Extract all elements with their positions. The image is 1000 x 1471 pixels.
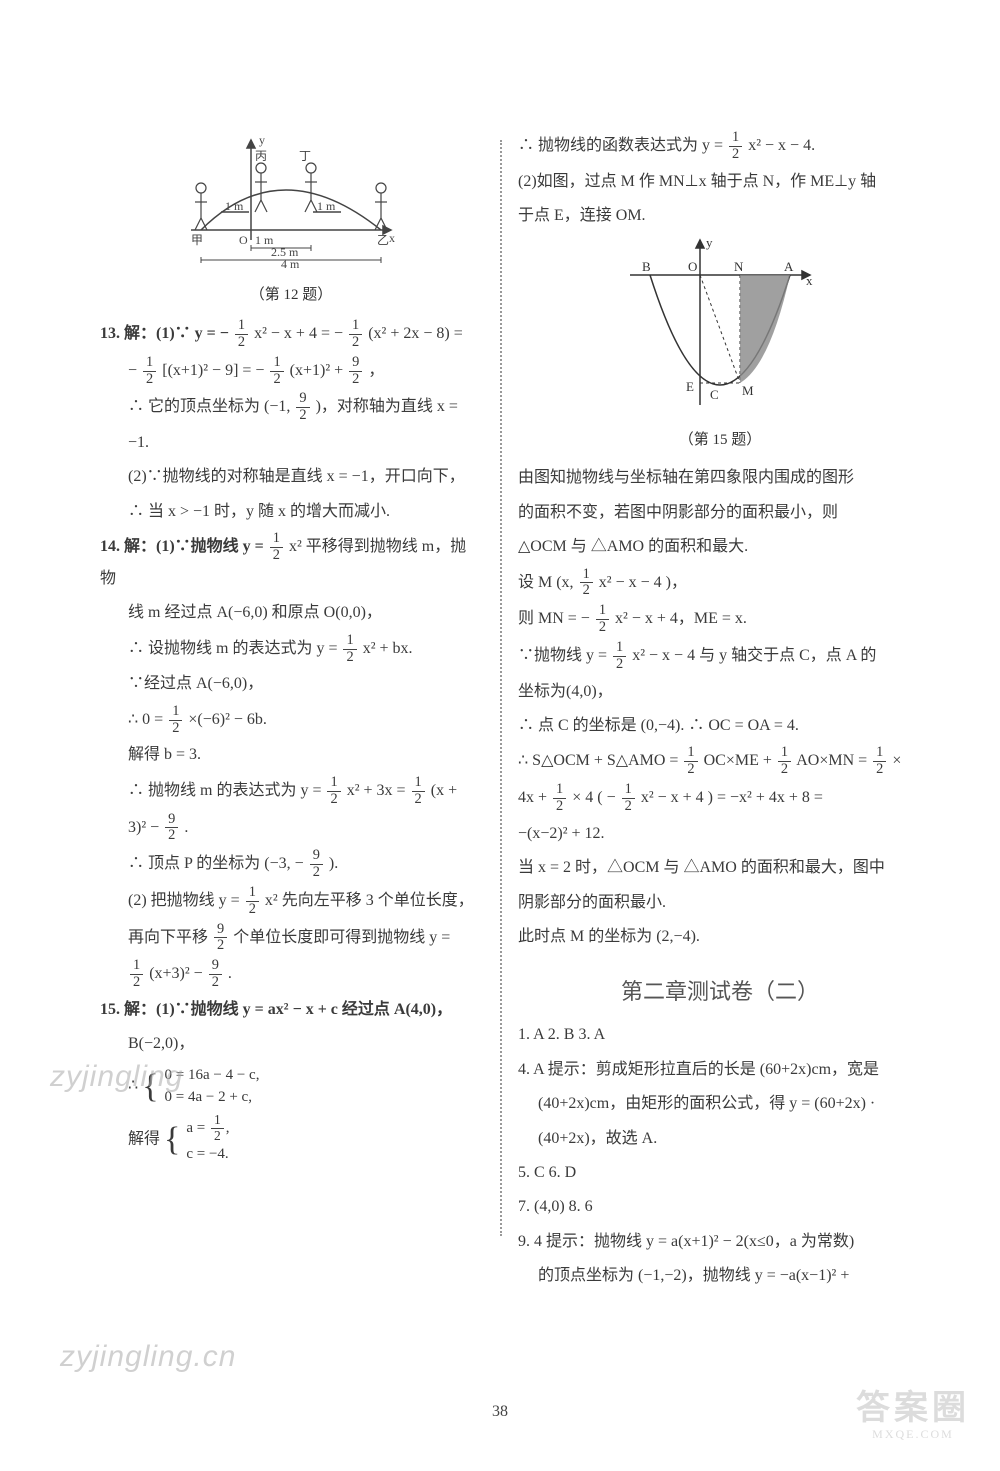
- r-line12: ∴ S△OCM + S△AMO = 12 OC×ME + 12 AO×MN = …: [518, 745, 922, 778]
- q13-line6: ∴ 当 x > −1 时，y 随 x 的增大而减小.: [100, 497, 482, 527]
- figure-15: B O N A x y E C M: [518, 235, 922, 420]
- q13-line1: 13. 解：(1)∵ y = − 12 x² − x + 4 = − 12 (x…: [100, 318, 482, 351]
- figure-12: 丙 丁 甲 乙 1 m 1 m 1 m 2.5 m 4 m x y O: [100, 130, 482, 275]
- figure-12-caption: （第 12 题）: [100, 283, 482, 304]
- q14-line9: ∴ 顶点 P 的坐标为 (−3, − 92 ).: [100, 848, 482, 881]
- r-line8: 则 MN = − 12 x² − x + 4，ME = x.: [518, 603, 922, 636]
- svg-text:A: A: [784, 259, 794, 274]
- q14-line8: 3)² − 92 .: [100, 812, 482, 845]
- ans-4c: (40+2x)，故选 A.: [518, 1124, 922, 1154]
- q14-line10: (2) 把抛物线 y = 12 x² 先向左平移 3 个单位长度，: [100, 885, 482, 918]
- ans-4: 4. A 提示：剪成矩形拉直后的长是 (60+2x)cm，宽是: [518, 1055, 922, 1085]
- q13-line3: ∴ 它的顶点坐标为 (−1, 92 )，对称轴为直线 x =: [100, 391, 482, 424]
- fig12-m1: 1 m: [225, 199, 244, 213]
- fig12-m4: 4 m: [281, 257, 300, 270]
- q14-line3: ∴ 设抛物线 m 的表达式为 y = 12 x² + bx.: [100, 633, 482, 666]
- svg-text:M: M: [742, 383, 754, 398]
- r-line2: (2)如图，过点 M 作 MN⊥x 轴于点 N，作 ME⊥y 轴: [518, 167, 922, 197]
- q15-line4: 解得 { a = 12, c = −4.: [100, 1113, 482, 1166]
- fig12-x: x: [389, 231, 395, 245]
- r-line7: 设 M (x, 12 x² − x − 4 )，: [518, 567, 922, 600]
- figure-15-svg: B O N A x y E C M: [620, 235, 820, 415]
- ans-9: 9. 4 提示：抛物线 y = a(x+1)² − 2(x≤0，a 为常数): [518, 1227, 922, 1257]
- svg-text:y: y: [706, 235, 713, 250]
- q15-line1: 15. 解：(1)∵抛物线 y = ax² − x + c 经过点 A(4,0)…: [100, 995, 482, 1025]
- fig12-bing: 丙: [255, 149, 267, 163]
- ans-9b: 的顶点坐标为 (−1,−2)，抛物线 y = −a(x−1)² +: [518, 1261, 922, 1291]
- svg-text:O: O: [688, 259, 697, 274]
- svg-text:C: C: [710, 387, 719, 402]
- q14-line5: ∴ 0 = 12 ×(−6)² − 6b.: [100, 704, 482, 737]
- svg-text:x: x: [806, 273, 813, 288]
- fig12-m1b: 1 m: [317, 199, 336, 213]
- brand-watermark: 答案圈 MXQE.COM: [856, 1390, 970, 1441]
- q13-line4: −1.: [100, 428, 482, 458]
- r-line1: ∴ 抛物线的函数表达式为 y = 12 x² − x − 4.: [518, 130, 922, 163]
- q13-line2: − 12 [(x+1)² − 9] = − 12 (x+1)² + 92 ，: [100, 355, 482, 388]
- r-line9: ∵抛物线 y = 12 x² − x − 4 与 y 轴交于点 C，点 A 的: [518, 640, 922, 673]
- figure-12-svg: 丙 丁 甲 乙 1 m 1 m 1 m 2.5 m 4 m x y O: [181, 130, 401, 270]
- q14-line1: 14. 解：(1)∵抛物线 y = 12 x² 平移得到抛物线 m，抛物: [100, 531, 482, 594]
- svg-text:E: E: [686, 379, 694, 394]
- fig12-y: y: [259, 133, 265, 147]
- svg-text:B: B: [642, 259, 651, 274]
- fig12-ding: 丁: [299, 149, 311, 163]
- fig12-yi: 乙: [377, 233, 389, 247]
- q14-line4: ∵经过点 A(−6,0)，: [100, 669, 482, 699]
- right-column: ∴ 抛物线的函数表达式为 y = 12 x² − x − 4. (2)如图，过点…: [500, 130, 940, 1296]
- q14-line2: 线 m 经过点 A(−6,0) 和原点 O(0,0)，: [100, 598, 482, 628]
- fig12-jia: 甲: [191, 233, 203, 247]
- left-column: 丙 丁 甲 乙 1 m 1 m 1 m 2.5 m 4 m x y O: [60, 130, 500, 1296]
- q14-line7: ∴ 抛物线 m 的表达式为 y = 12 x² + 3x = 12 (x +: [100, 775, 482, 808]
- q15-line2: B(−2,0)，: [100, 1029, 482, 1059]
- r-line17: 此时点 M 的坐标为 (2,−4).: [518, 922, 922, 952]
- r-line10: 坐标为(4,0)，: [518, 677, 922, 707]
- r-line3: 于点 E，连接 OM.: [518, 201, 922, 231]
- r-line11: ∴ 点 C 的坐标是 (0,−4). ∴ OC = OA = 4.: [518, 711, 922, 741]
- q14-line6: 解得 b = 3.: [100, 740, 482, 770]
- r-line14: −(x−2)² + 12.: [518, 819, 922, 849]
- q14-line12: 12 (x+3)² − 92 .: [100, 958, 482, 991]
- r-line5: 的面积不变，若图中阴影部分的面积最小，则: [518, 498, 922, 528]
- ans-1: 1. A 2. B 3. A: [518, 1020, 922, 1050]
- r-line16: 阴影部分的面积最小.: [518, 888, 922, 918]
- fig12-O: O: [239, 233, 248, 247]
- page-number: 38: [0, 1403, 1000, 1421]
- ans-5: 5. C 6. D: [518, 1158, 922, 1188]
- r-line13: 4x + 12 × 4 ( − 12 x² − x + 4 ) = −x² + …: [518, 782, 922, 815]
- q13-line5: (2)∵抛物线的对称轴是直线 x = −1，开口向下，: [100, 462, 482, 492]
- chapter2-heading: 第二章测试卷（二）: [518, 974, 922, 1006]
- ans-7: 7. (4,0) 8. 6: [518, 1192, 922, 1222]
- q14-line11: 再向下平移 92 个单位长度即可得到抛物线 y =: [100, 922, 482, 955]
- svg-text:N: N: [734, 259, 744, 274]
- watermark-2: zyjingling.cn: [60, 1340, 236, 1374]
- r-line15: 当 x = 2 时，△OCM 与 △AMO 的面积和最大，图中: [518, 853, 922, 883]
- figure-15-caption: （第 15 题）: [518, 428, 922, 449]
- r-line6: △OCM 与 △AMO 的面积和最大.: [518, 532, 922, 562]
- r-line4: 由图知抛物线与坐标轴在第四象限内围成的图形: [518, 463, 922, 493]
- q15-line3: ∴ { 0 = 16a − 4 − c, 0 = 4a − 2 + c,: [100, 1064, 482, 1109]
- column-divider: [500, 140, 502, 1236]
- ans-4b: (40+2x)cm，由矩形的面积公式，得 y = (60+2x) ·: [518, 1089, 922, 1119]
